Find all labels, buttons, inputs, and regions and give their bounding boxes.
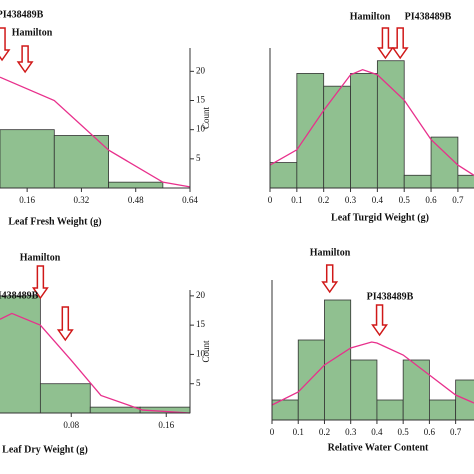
x-axis-label: Leaf Fresh Weight (g) <box>8 216 101 227</box>
y-tick-label: 15 <box>196 319 206 329</box>
bar <box>429 399 457 421</box>
x-tick-label: 0.3 <box>345 195 357 205</box>
x-tick-label: 0.5 <box>398 427 410 437</box>
arrow <box>376 27 394 60</box>
bar <box>376 60 405 189</box>
bar <box>402 359 430 421</box>
y-tick-label: 5 <box>196 153 201 163</box>
arrow <box>391 27 409 60</box>
x-tick-label: 0.32 <box>74 195 90 205</box>
bar <box>0 129 55 189</box>
x-tick-label: 0.16 <box>158 420 174 430</box>
bar <box>455 379 474 421</box>
bar <box>376 399 404 421</box>
x-tick-label: 0 <box>270 427 275 437</box>
x-tick-label: 0.64 <box>182 195 198 205</box>
fit-curve <box>0 312 191 414</box>
y-tick-label: 10 <box>196 124 206 134</box>
x-axis-label: Leaf Turgid Weight (g) <box>331 212 429 223</box>
y-axis-label: Count <box>201 107 211 130</box>
y-tick-label: 5 <box>196 378 201 388</box>
x-axis-label: Leaf Dry Weight (g) <box>2 444 88 455</box>
fit-curve <box>0 76 191 188</box>
x-tick-label: 0.4 <box>371 427 383 437</box>
bar <box>350 359 378 421</box>
x-tick-label: 0.6 <box>425 195 437 205</box>
bar <box>430 136 459 189</box>
annotation: PI438489B <box>0 290 39 301</box>
bar <box>323 85 351 189</box>
bar <box>108 181 164 189</box>
bar <box>403 174 432 189</box>
arrow <box>16 45 34 74</box>
bar <box>89 406 141 414</box>
annotation: Hamilton <box>310 247 351 258</box>
x-tick-label: 0.5 <box>399 195 411 205</box>
annotation: Hamilton <box>12 27 53 38</box>
x-tick-label: 0.1 <box>293 427 304 437</box>
x-tick-label: 0.7 <box>452 195 464 205</box>
fit-curve <box>271 341 474 406</box>
bar <box>53 135 109 189</box>
x-tick-label: 0 <box>268 195 273 205</box>
bar <box>297 339 325 421</box>
x-tick-label: 0.16 <box>19 195 35 205</box>
x-tick-label: 0.6 <box>424 427 436 437</box>
y-axis-label: Count <box>201 340 211 363</box>
arrow <box>371 304 388 337</box>
y-tick-label: 20 <box>196 65 206 75</box>
x-tick-label: 0.48 <box>128 195 144 205</box>
bar <box>39 383 91 414</box>
x-tick-label: 0.2 <box>318 195 329 205</box>
x-tick-label: 0.3 <box>345 427 357 437</box>
bar <box>350 73 378 189</box>
annotation: PI438489B <box>367 291 414 302</box>
x-tick-label: 0.2 <box>319 427 330 437</box>
x-tick-label: 0.4 <box>372 195 384 205</box>
bar <box>269 162 298 189</box>
arrow <box>0 27 11 62</box>
arrow <box>31 265 49 300</box>
annotation: Hamilton <box>20 252 61 263</box>
y-tick-label: 20 <box>196 290 206 300</box>
x-tick-label: 0.08 <box>63 420 79 430</box>
x-tick-label: 0.1 <box>291 195 302 205</box>
x-axis-label: Relative Water Content <box>328 442 429 453</box>
y-tick-label: 15 <box>196 95 206 105</box>
x-tick-label: 0.7 <box>450 427 462 437</box>
fit-curve <box>269 68 474 176</box>
bar <box>457 174 474 189</box>
arrow <box>321 264 339 294</box>
annotation: PI438489B <box>0 9 44 20</box>
annotation: PI438489B <box>405 11 452 22</box>
bar <box>0 295 41 414</box>
annotation: Hamilton <box>350 11 391 22</box>
arrow <box>56 306 74 342</box>
bar <box>324 299 352 421</box>
y-tick-label: 10 <box>196 348 206 358</box>
